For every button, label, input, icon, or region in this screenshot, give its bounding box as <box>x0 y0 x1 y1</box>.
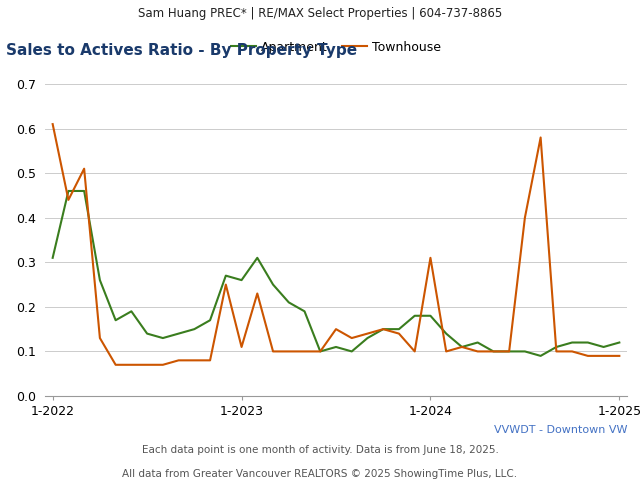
Townhouse <box>269 348 277 354</box>
Line: Townhouse: Townhouse <box>52 124 620 365</box>
Townhouse <box>175 358 182 363</box>
Townhouse <box>600 353 607 359</box>
Townhouse <box>442 348 450 354</box>
Townhouse <box>552 348 560 354</box>
Townhouse <box>96 335 104 341</box>
Townhouse <box>237 344 245 350</box>
Apartment <box>159 335 166 341</box>
Apartment <box>458 344 466 350</box>
Townhouse <box>65 197 72 203</box>
Apartment <box>537 353 545 359</box>
Townhouse <box>616 353 623 359</box>
Apartment <box>65 188 72 194</box>
Townhouse <box>490 348 497 354</box>
Townhouse <box>395 331 403 336</box>
Apartment <box>222 273 230 278</box>
Apartment <box>506 348 513 354</box>
Townhouse <box>112 362 120 368</box>
Townhouse <box>253 290 261 296</box>
Apartment <box>395 326 403 332</box>
Townhouse <box>584 353 592 359</box>
Townhouse <box>537 134 545 140</box>
Apartment <box>253 255 261 261</box>
Apartment <box>521 348 529 354</box>
Townhouse <box>316 348 324 354</box>
Townhouse <box>49 121 56 127</box>
Townhouse <box>411 348 419 354</box>
Townhouse <box>191 358 198 363</box>
Apartment <box>411 313 419 319</box>
Apartment <box>442 331 450 336</box>
Text: Each data point is one month of activity. Data is from June 18, 2025.: Each data point is one month of activity… <box>141 445 499 456</box>
Townhouse <box>332 326 340 332</box>
Apartment <box>206 317 214 323</box>
Townhouse <box>348 335 356 341</box>
Townhouse <box>568 348 576 354</box>
Townhouse <box>285 348 292 354</box>
Apartment <box>80 188 88 194</box>
Townhouse <box>521 215 529 221</box>
Apartment <box>600 344 607 350</box>
Apartment <box>474 340 481 346</box>
Townhouse <box>206 358 214 363</box>
Townhouse <box>80 166 88 171</box>
Text: All data from Greater Vancouver REALTORS © 2025 ShowingTime Plus, LLC.: All data from Greater Vancouver REALTORS… <box>122 469 518 480</box>
Apartment <box>316 348 324 354</box>
Text: Sam Huang PREC* | RE/MAX Select Properties | 604-737-8865: Sam Huang PREC* | RE/MAX Select Properti… <box>138 7 502 20</box>
Apartment <box>301 309 308 314</box>
Townhouse <box>159 362 166 368</box>
Text: Sales to Actives Ratio - By Property Type: Sales to Actives Ratio - By Property Typ… <box>6 43 358 58</box>
Legend: Apartment, Townhouse: Apartment, Townhouse <box>226 36 446 59</box>
Townhouse <box>458 344 466 350</box>
Apartment <box>584 340 592 346</box>
Apartment <box>427 313 435 319</box>
Apartment <box>348 348 356 354</box>
Apartment <box>49 255 56 261</box>
Apartment <box>112 317 120 323</box>
Apartment <box>616 340 623 346</box>
Townhouse <box>222 282 230 288</box>
Text: VVWDT - Downtown VW: VVWDT - Downtown VW <box>493 425 627 435</box>
Apartment <box>380 326 387 332</box>
Townhouse <box>301 348 308 354</box>
Townhouse <box>474 348 481 354</box>
Apartment <box>332 344 340 350</box>
Apartment <box>552 344 560 350</box>
Apartment <box>490 348 497 354</box>
Apartment <box>568 340 576 346</box>
Townhouse <box>380 326 387 332</box>
Townhouse <box>506 348 513 354</box>
Townhouse <box>143 362 151 368</box>
Apartment <box>269 282 277 288</box>
Apartment <box>285 300 292 305</box>
Apartment <box>143 331 151 336</box>
Apartment <box>127 309 135 314</box>
Apartment <box>175 331 182 336</box>
Apartment <box>96 277 104 283</box>
Apartment <box>191 326 198 332</box>
Townhouse <box>427 255 435 261</box>
Apartment <box>237 277 245 283</box>
Line: Apartment: Apartment <box>52 191 620 356</box>
Apartment <box>364 335 371 341</box>
Townhouse <box>127 362 135 368</box>
Townhouse <box>364 331 371 336</box>
